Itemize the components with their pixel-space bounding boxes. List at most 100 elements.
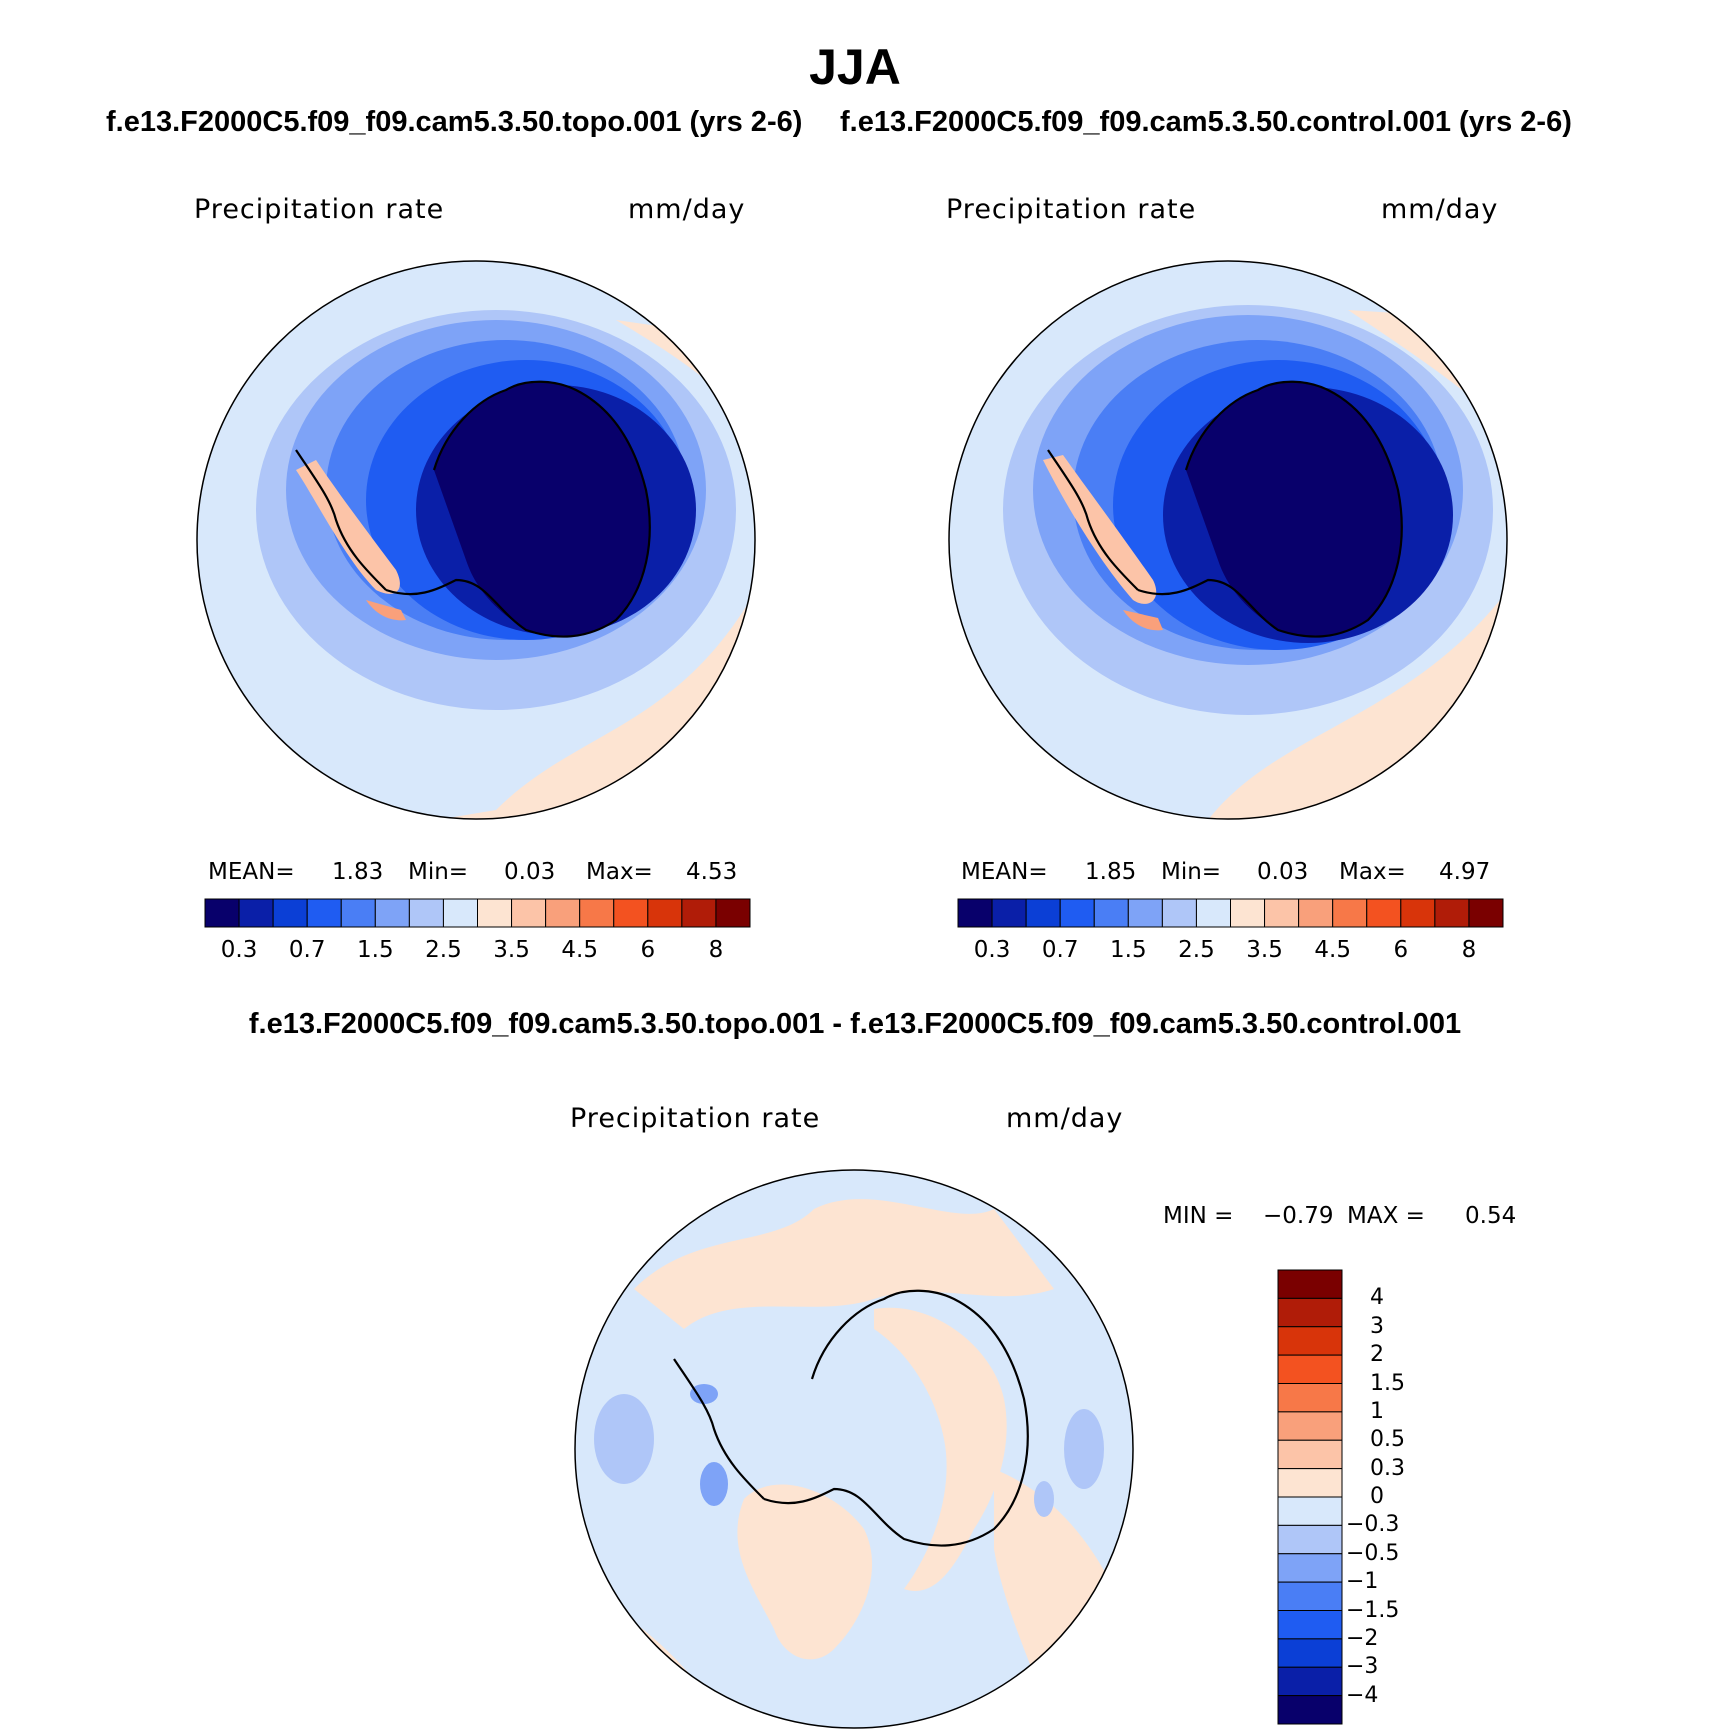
units-label-control: mm/day xyxy=(1381,194,1499,225)
colorbar-tick-label: 3 xyxy=(1370,1313,1384,1339)
units-label-difference: mm/day xyxy=(1006,1103,1124,1134)
colorbar-swatch xyxy=(1277,1610,1343,1640)
colorbar-swatch xyxy=(1093,898,1129,928)
units-label-topo: mm/day xyxy=(628,194,746,225)
colorbar-tick-label: 0.7 xyxy=(1041,937,1079,963)
colorbar-swatch xyxy=(1195,898,1231,928)
colorbar-tick-label: 1.5 xyxy=(357,937,394,963)
colorbar-swatch xyxy=(1059,898,1095,928)
colorbar-tick-label: 1.5 xyxy=(1370,1370,1405,1396)
min-label: MIN = xyxy=(1163,1203,1234,1229)
colorbar-swatch xyxy=(1025,898,1061,928)
colorbar-swatch xyxy=(1127,898,1163,928)
colorbar-swatch xyxy=(204,898,240,928)
colorbar-topo xyxy=(204,898,751,928)
colorbar-swatch xyxy=(1468,898,1504,928)
colorbar-labels-topo: 0.3 0.7 1.5 2.5 3.5 4.5 6 8 xyxy=(205,937,750,967)
colorbar-swatch xyxy=(1230,898,1266,928)
min-value: −0.79 xyxy=(1263,1203,1334,1229)
colorbar-swatch xyxy=(1277,1297,1343,1328)
colorbar-tick-label: 0.3 xyxy=(1370,1455,1405,1481)
polar-map-control xyxy=(948,260,1508,820)
colorbar-control xyxy=(957,898,1504,928)
colorbar-swatch xyxy=(1277,1524,1343,1555)
colorbar-swatch xyxy=(238,898,274,928)
colorbar-tick-label: −1.5 xyxy=(1346,1597,1400,1623)
colorbar-swatch xyxy=(545,898,581,928)
colorbar-swatch xyxy=(1366,898,1402,928)
colorbar-tick-label: 0.7 xyxy=(288,937,326,963)
colorbar-swatch xyxy=(374,898,410,928)
case-title-control: f.e13.F2000C5.f09_f09.cam5.3.50.control.… xyxy=(840,106,1572,138)
colorbar-swatch xyxy=(1277,1666,1343,1697)
colorbar-tick-label: 3.5 xyxy=(493,937,530,963)
colorbar-swatch xyxy=(1332,898,1368,928)
colorbar-tick-label: 1 xyxy=(1370,1398,1384,1424)
colorbar-swatch xyxy=(1277,1326,1343,1356)
max-value: 4.53 xyxy=(686,859,738,885)
colorbar-swatch xyxy=(715,898,751,928)
main-title: JJA xyxy=(809,39,901,95)
colorbar-tick-label: 0 xyxy=(1370,1484,1384,1509)
colorbar-tick-label: 1.5 xyxy=(1110,937,1147,963)
colorbar-tick-label: −1 xyxy=(1346,1569,1379,1595)
colorbar-swatch xyxy=(1277,1695,1343,1725)
colorbar-swatch xyxy=(1298,898,1334,928)
colorbar-tick-label: 2.5 xyxy=(1178,937,1215,963)
max-value: 0.54 xyxy=(1465,1203,1517,1229)
min-value: 0.03 xyxy=(504,859,556,885)
case-title-topo: f.e13.F2000C5.f09_f09.cam5.3.50.topo.001… xyxy=(106,106,803,138)
colorbar-labels-control: 0.3 0.7 1.5 2.5 3.5 4.5 6 8 xyxy=(958,937,1503,967)
mean-value: 1.83 xyxy=(332,859,384,885)
colorbar-tick-label: 4.5 xyxy=(1314,937,1351,963)
colorbar-swatch xyxy=(1434,898,1470,928)
mean-value: 1.85 xyxy=(1085,859,1137,885)
colorbar-tick-label: 2.5 xyxy=(425,937,462,963)
colorbar-tick-label: −2 xyxy=(1346,1625,1379,1651)
polar-map-difference xyxy=(574,1169,1134,1729)
variable-label-control: Precipitation rate xyxy=(946,194,1197,225)
colorbar-labels-difference: 4 3 2 1.5 1 0.5 0.3 0 −0.3 −0.5 −1 −1.5 −2 −3 −4 xyxy=(1346,1270,1436,1724)
colorbar-tick-label: 6 xyxy=(640,937,656,963)
minmax-difference: MIN = −0.79 MAX = 0.54 xyxy=(1163,1203,1533,1233)
colorbar-tick-label: −3 xyxy=(1346,1654,1379,1680)
max-value: 4.97 xyxy=(1439,859,1491,885)
colorbar-swatch xyxy=(1277,1468,1343,1498)
colorbar-swatch xyxy=(340,898,376,928)
colorbar-tick-label: 4.5 xyxy=(561,937,598,963)
colorbar-swatch xyxy=(1277,1496,1343,1526)
colorbar-tick-label: 0.5 xyxy=(1370,1427,1405,1453)
colorbar-swatch xyxy=(681,898,717,928)
colorbar-tick-label: 2 xyxy=(1370,1342,1384,1368)
colorbar-tick-label: 3.5 xyxy=(1246,937,1283,963)
mean-label: MEAN= xyxy=(208,859,295,885)
colorbar-swatch xyxy=(1264,898,1300,928)
colorbar-swatch xyxy=(1277,1411,1343,1441)
variable-label-topo: Precipitation rate xyxy=(194,194,445,225)
colorbar-tick-label: 0.3 xyxy=(220,937,258,963)
colorbar-tick-label: 6 xyxy=(1393,937,1409,963)
colorbar-tick-label: −0.5 xyxy=(1346,1540,1400,1566)
min-label: Min= xyxy=(1161,859,1222,885)
colorbar-swatch xyxy=(957,898,993,928)
colorbar-swatch xyxy=(1277,1354,1343,1384)
colorbar-swatch xyxy=(272,898,308,928)
colorbar-swatch xyxy=(1277,1439,1343,1470)
colorbar-swatch xyxy=(1277,1553,1343,1583)
max-label: Max= xyxy=(1339,859,1406,885)
colorbar-difference xyxy=(1277,1269,1343,1725)
variable-label-difference: Precipitation rate xyxy=(570,1103,821,1134)
colorbar-tick-label: 4 xyxy=(1370,1285,1384,1311)
colorbar-swatch xyxy=(613,898,649,928)
colorbar-swatch xyxy=(1161,898,1197,928)
stats-control: MEAN= 1.85 Min= 0.03 Max= 4.97 xyxy=(961,859,1501,889)
colorbar-swatch xyxy=(647,898,683,928)
difference-title: f.e13.F2000C5.f09_f09.cam5.3.50.topo.001… xyxy=(248,1008,1462,1040)
colorbar-tick-label: 0.3 xyxy=(973,937,1011,963)
max-label: Max= xyxy=(586,859,653,885)
colorbar-swatch xyxy=(1277,1383,1343,1413)
colorbar-tick-label: 8 xyxy=(708,937,724,963)
colorbar-swatch xyxy=(511,898,547,928)
colorbar-tick-label: 8 xyxy=(1461,937,1477,963)
colorbar-swatch xyxy=(1277,1269,1343,1299)
